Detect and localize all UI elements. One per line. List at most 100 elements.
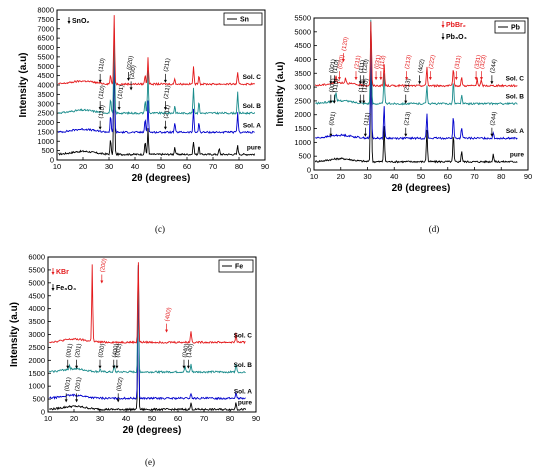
series-line-solc <box>314 21 518 88</box>
peak-annotation: (001) <box>329 59 337 74</box>
phase-marker-label: KBr <box>56 269 69 276</box>
annotation-arrowhead <box>363 133 367 137</box>
peak-annotation: (111) <box>358 79 366 93</box>
peak-annotation: (222) <box>428 55 436 70</box>
series-label: Sol. A <box>506 128 524 135</box>
peak-annotation: (400) <box>112 343 120 358</box>
series-line-pure <box>58 45 256 157</box>
series-label: pure <box>510 152 524 159</box>
annotation-arrowhead <box>354 77 358 81</box>
x-tick-label: 20 <box>79 162 87 171</box>
y-tick-label: 5000 <box>294 27 311 36</box>
phase-marker-label: PbBr₂ <box>446 22 466 29</box>
annotation-arrowhead <box>474 77 478 81</box>
x-tick-label: 30 <box>105 162 113 171</box>
y-tick-label: 6500 <box>37 34 54 43</box>
annotation-arrowhead <box>127 78 130 81</box>
peak-annotation: (201) <box>75 343 83 358</box>
annotation-arrowhead <box>112 365 116 369</box>
series-line-pure <box>314 39 518 164</box>
annotation-arrowhead <box>186 365 190 369</box>
legend-box <box>223 12 263 26</box>
annotation-arrowhead <box>98 79 102 83</box>
annotation-arrowhead <box>115 365 119 369</box>
series-label: Sol. B <box>234 362 253 369</box>
x-tick-label: 40 <box>131 162 139 171</box>
annotation-arrowhead <box>163 107 167 111</box>
y-tick-label: 3000 <box>37 99 54 108</box>
annotation-arrowhead <box>490 133 494 137</box>
annotation-arrowhead <box>182 365 186 369</box>
y-tick-label: 1000 <box>28 382 45 391</box>
annotation-arrowhead <box>332 100 336 104</box>
peak-annotation: (200) <box>100 258 108 273</box>
peak-annotation: (400) <box>165 307 173 322</box>
series-label: Sol. C <box>243 74 262 81</box>
phase-marker-arrowhead <box>67 21 71 24</box>
y-tick-label: 6000 <box>37 43 54 52</box>
series-label: pure <box>247 144 261 151</box>
annotation-arrowhead <box>404 133 408 137</box>
phase-marker-arrowhead <box>441 25 445 28</box>
peak-annotation: (020) <box>337 55 345 70</box>
peak-annotation: (111) <box>358 60 366 74</box>
peak-annotation: (140) <box>186 343 194 358</box>
y-tick-label: 4500 <box>37 71 54 80</box>
annotation-arrowhead <box>75 399 79 403</box>
peak-annotation: (402) <box>418 59 426 74</box>
series-label: Sol. C <box>506 76 525 83</box>
y-tick-label: 2500 <box>294 96 311 105</box>
peak-annotation: (020) <box>127 56 135 71</box>
x-tick-label: 90 <box>252 414 260 423</box>
legend-box <box>218 259 254 273</box>
series-line-solb <box>58 28 256 116</box>
annotation-arrowhead <box>329 100 333 104</box>
peak-annotation: (110) <box>98 58 106 72</box>
x-axis-title: 2θ (degrees) <box>392 183 451 194</box>
x-tick-label: 40 <box>390 172 398 181</box>
phase-marker-label: SnO₂ <box>72 18 90 25</box>
annotation-arrowhead <box>75 365 79 369</box>
peak-annotation: (244) <box>490 59 498 74</box>
annotation-arrowhead <box>66 365 70 369</box>
legend-label: Sn <box>240 17 249 24</box>
y-tick-label: 2000 <box>28 356 45 365</box>
x-tick-label: 70 <box>470 172 478 181</box>
series-line-solb <box>315 19 518 106</box>
y-tick-label: 6000 <box>28 253 45 262</box>
x-axis-title: 2θ (degrees) <box>132 173 191 184</box>
annotation-arrowhead <box>98 126 102 130</box>
annotation-arrowhead <box>374 77 378 81</box>
peak-annotation: (201) <box>75 377 83 392</box>
peak-annotation: (120) <box>362 59 370 74</box>
x-tick-label: 90 <box>261 162 269 171</box>
chart-panel-2: 10 20 30 40 50 60 70 80 90 0 500 1000 1500 2000 2500 30… <box>9 253 260 468</box>
series-label: pure <box>238 399 252 406</box>
x-tick-label: 70 <box>209 162 217 171</box>
x-tick-label: 10 <box>53 162 61 171</box>
peak-annotation: (120) <box>362 78 370 93</box>
phase-marker-arrowhead <box>51 272 55 275</box>
peak-annotation: (110) <box>98 105 106 119</box>
y-tick-label: 2000 <box>37 118 54 127</box>
y-tick-label: 4500 <box>294 41 311 50</box>
annotation-arrowhead <box>64 399 68 403</box>
annotation-arrowhead <box>117 107 121 111</box>
y-tick-label: 4000 <box>28 304 45 313</box>
y-tick-label: 8000 <box>37 6 54 15</box>
series-line-pure <box>48 264 247 412</box>
annotation-arrowhead <box>163 79 167 83</box>
y-tick-label: 500 <box>298 152 311 161</box>
y-tick-label: 1000 <box>37 137 54 146</box>
annotation-arrowhead <box>337 77 341 81</box>
annotation-arrowhead <box>341 59 345 63</box>
y-tick-label: 3500 <box>37 90 54 99</box>
peak-annotation: (110) <box>332 59 340 73</box>
peak-annotation: (001) <box>64 377 72 392</box>
y-tick-label: 0 <box>307 166 311 175</box>
peak-annotation: (323) <box>480 55 488 70</box>
phase-marker-label: Pb₃O₄ <box>446 34 467 41</box>
y-tick-label: 2000 <box>294 110 311 119</box>
peak-annotation: (002) <box>115 343 123 358</box>
